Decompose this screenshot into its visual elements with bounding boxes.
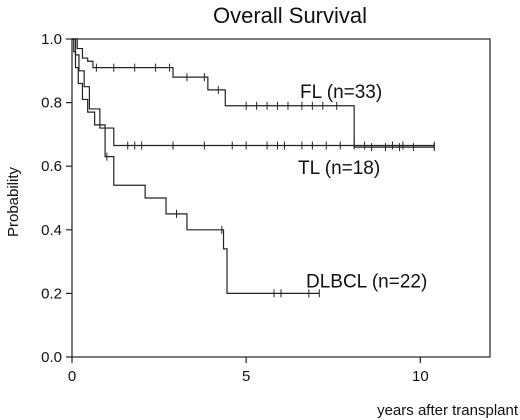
y-axis-label: Probability — [5, 166, 22, 237]
series-label: TL (n=18) — [298, 158, 380, 179]
x-tick-label: 0 — [68, 368, 76, 385]
plot-border — [71, 38, 491, 358]
series-label: DLBCL (n=22) — [306, 271, 427, 292]
chart-title: Overall Survival — [213, 3, 367, 28]
y-tick-label: 1.0 — [41, 31, 62, 48]
survival-curve — [72, 38, 435, 148]
y-tick-label: 0.2 — [41, 285, 62, 302]
x-axis: 0 5 10 — [68, 357, 429, 385]
x-tick-label: 10 — [412, 368, 429, 385]
y-tick-label: 0.4 — [41, 222, 62, 239]
series-label: FL (n=33) — [300, 82, 382, 103]
series-3: DLBCL (n=22) — [72, 38, 427, 298]
y-tick-label: 0.6 — [41, 158, 62, 175]
y-tick-label: 0.0 — [41, 349, 62, 366]
series-layer: FL (n=33) TL (n=18) DLBCL (n=22) — [72, 38, 435, 298]
x-tick-label: 5 — [242, 368, 250, 385]
y-axis: 0.0 0.2 0.4 0.6 0.8 1.0 — [41, 31, 72, 366]
x-axis-label: years after transplant — [377, 402, 519, 419]
series-1: FL (n=33) — [72, 38, 435, 152]
survival-curve — [72, 38, 320, 294]
y-tick-label: 0.8 — [41, 95, 62, 112]
series-2: TL (n=18) — [72, 38, 435, 179]
plot-area — [71, 38, 491, 358]
